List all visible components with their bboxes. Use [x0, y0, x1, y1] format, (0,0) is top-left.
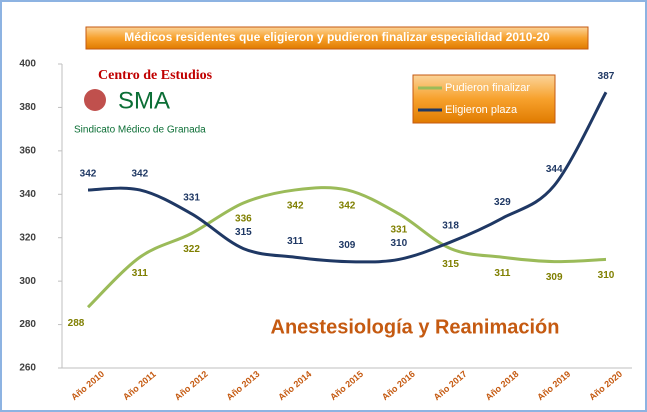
data-label: 310: [390, 238, 407, 249]
legend-box: [412, 74, 556, 124]
data-label: 309: [339, 240, 356, 251]
logo-icon: [84, 89, 106, 111]
title-box: [85, 26, 589, 50]
y-tick-label: 300: [19, 276, 36, 287]
y-tick-label: 400: [19, 59, 36, 70]
annotation: Anestesiología y Reanimación: [271, 316, 560, 338]
series-line: [87, 91, 608, 264]
data-label: 342: [80, 169, 97, 180]
data-label: 315: [235, 227, 252, 238]
data-label: 315: [442, 259, 459, 270]
y-tick-label: 340: [19, 189, 36, 200]
logo-line3: Sindicato Médico de Granada: [74, 125, 206, 136]
data-label: 387: [598, 71, 615, 82]
legend-label: Pudieron finalizar: [445, 82, 530, 94]
data-label: 318: [442, 221, 459, 232]
chart-title: Médicos residentes que eligieron y pudie…: [124, 30, 550, 44]
data-label: 329: [494, 197, 511, 208]
data-label: 311: [494, 268, 511, 279]
data-label: 288: [68, 318, 85, 329]
logo-line1: Centro de Estudios: [98, 68, 213, 83]
data-label: 310: [598, 270, 615, 281]
data-label: 344: [546, 164, 563, 175]
data-label: 336: [235, 214, 252, 225]
data-label: 311: [132, 268, 149, 279]
data-label: 331: [183, 192, 200, 203]
y-tick-label: 320: [19, 232, 36, 243]
y-tick-label: 260: [19, 363, 36, 374]
data-label: 322: [183, 244, 200, 255]
y-tick-label: 360: [19, 145, 36, 156]
data-label: 342: [287, 201, 304, 212]
y-tick-label: 380: [19, 102, 36, 113]
data-label: 331: [390, 224, 407, 235]
y-tick-label: 280: [19, 319, 36, 330]
data-label: 309: [546, 272, 563, 283]
legend-label: Eligieron plaza: [445, 104, 518, 116]
data-label: 311: [287, 236, 304, 247]
logo-line2: SMA: [118, 87, 170, 114]
data-label: 342: [131, 169, 148, 180]
series-line: [86, 186, 607, 309]
data-label: 342: [339, 201, 356, 212]
